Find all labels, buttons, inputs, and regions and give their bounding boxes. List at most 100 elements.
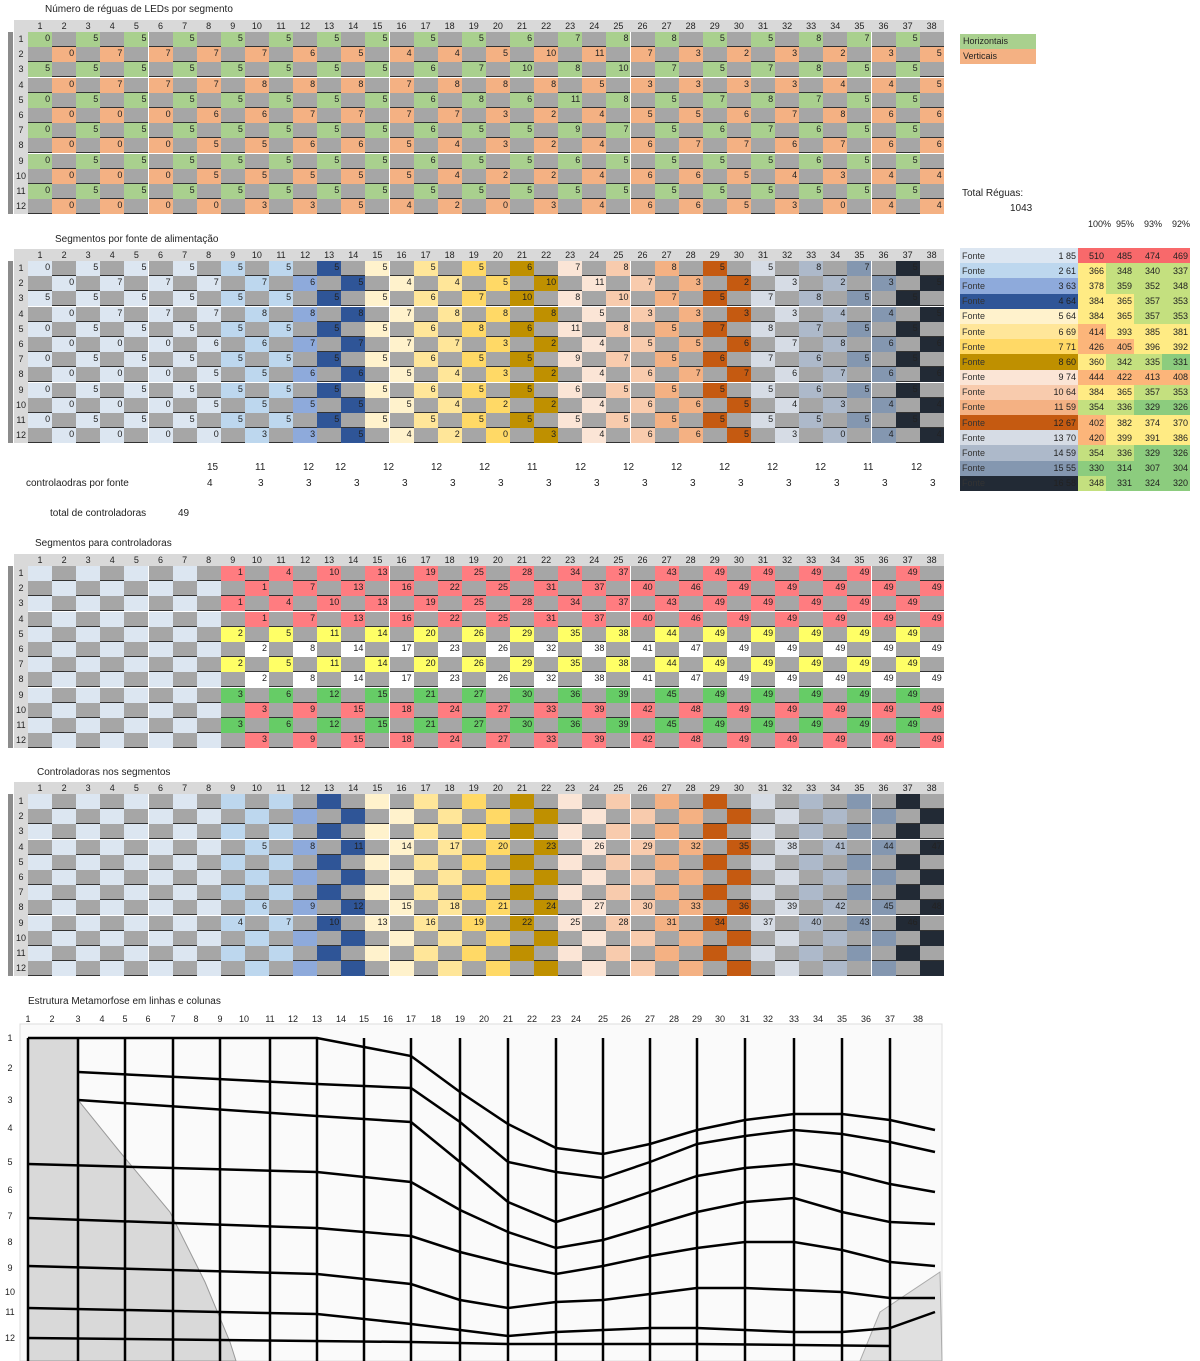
- grid-cell: [317, 642, 342, 657]
- grid-cell: 8: [437, 306, 462, 322]
- fonte-percent-value: 354: [1078, 445, 1106, 461]
- grid-cell: [702, 611, 727, 627]
- fonte-row: Fonte 3 63 378 359 352 348: [960, 278, 1190, 294]
- grid-cell: [148, 657, 173, 673]
- grid-cell: 8: [751, 92, 776, 108]
- grid-cell: [244, 718, 269, 733]
- grid-cell: [775, 794, 800, 809]
- grid-cell: 5: [702, 32, 727, 47]
- grid-cell: [172, 672, 197, 688]
- grid-cell: 5: [172, 291, 197, 307]
- grid-cell: 5: [365, 261, 390, 276]
- column-header-label: 21: [516, 250, 527, 260]
- grid-cell: [630, 62, 655, 78]
- grid-cell: [437, 718, 462, 733]
- grid-cell: [341, 961, 366, 977]
- grid-cell: [654, 870, 679, 885]
- grid-cell: [510, 276, 535, 292]
- grid-cell: [485, 824, 510, 840]
- grid-cell: [269, 138, 294, 154]
- grid-cell: 25: [485, 611, 510, 627]
- grid-cell: [751, 337, 776, 352]
- grid-cell: [895, 733, 920, 749]
- column-header-label: 3: [85, 783, 91, 793]
- grid-cell: 0: [52, 138, 77, 154]
- grid-cell: [28, 611, 53, 627]
- grid-cell: 4: [775, 168, 800, 184]
- grid-cell: [148, 92, 173, 108]
- grid-cell: 4: [871, 428, 896, 444]
- fonte-label: Fonte: [960, 248, 1034, 264]
- grid-cell: [534, 885, 559, 901]
- grid-cell: [630, 915, 655, 931]
- grid-cell: [582, 946, 607, 961]
- grid-cell: 48: [919, 900, 944, 916]
- column-header-label: 35: [854, 783, 865, 793]
- grid-cell: [461, 138, 486, 154]
- grid-cell: 6: [919, 138, 944, 154]
- grid-cell: [510, 961, 535, 977]
- grid-cell: 5: [606, 184, 631, 199]
- grid-cell: [413, 733, 438, 749]
- fonte-label: Fonte: [960, 460, 1034, 476]
- row-header-label: 6: [18, 339, 24, 349]
- grid-cell: [630, 184, 655, 199]
- fonte-percent-value: 469: [1162, 248, 1190, 264]
- grid-cell: 5: [510, 352, 535, 368]
- grid-cell: [269, 367, 294, 383]
- grid-cell: [534, 915, 559, 931]
- grid-cell: 24: [534, 900, 559, 916]
- grid-cell: [751, 930, 776, 946]
- grid-cell: [28, 854, 53, 870]
- grid-cell: 6: [413, 291, 438, 307]
- grid-cell: 5: [413, 413, 438, 428]
- grid-cell: [895, 870, 920, 885]
- grid-cell: [220, 337, 245, 352]
- column-header-label: 30: [733, 21, 744, 31]
- grid-cell: [437, 566, 462, 581]
- grid-cell: [220, 839, 245, 855]
- fonte-label: Fonte: [960, 369, 1034, 385]
- grid-cell: 5: [919, 276, 944, 292]
- grid-cell: [220, 77, 245, 93]
- grid-cell: [558, 428, 583, 444]
- column-header-label: 22: [541, 21, 552, 31]
- grid-cell: [317, 306, 342, 322]
- grid-cell: [124, 733, 149, 749]
- grid-cell: [895, 900, 920, 916]
- grid-cell: [678, 153, 703, 169]
- grid-cell: [510, 199, 535, 215]
- grid-cell: [702, 961, 727, 977]
- struct-col-label: 1: [25, 1014, 30, 1024]
- grid-cell: [534, 657, 559, 673]
- struct-col-label: 16: [383, 1014, 393, 1024]
- grid-cell: [269, 199, 294, 215]
- grid-cell: 0: [100, 108, 125, 123]
- grid-cell: [654, 946, 679, 961]
- grid-cell: [751, 276, 776, 292]
- grid-cell: [365, 168, 390, 184]
- percent-header: 92%: [1172, 219, 1191, 229]
- grid-cell: [52, 794, 77, 809]
- fonte-row: Fonte 11 59 354 336 329 326: [960, 399, 1190, 416]
- grid-cell: [413, 642, 438, 657]
- grid-cell: [799, 930, 824, 946]
- grid-cell: [461, 77, 486, 93]
- grid-cell: [389, 687, 414, 703]
- grid-cell: 9: [293, 733, 318, 749]
- grid-cell: 7: [196, 47, 221, 63]
- total-reguas-label: Total Réguas:: [962, 188, 1024, 199]
- column-header-label: 17: [420, 555, 431, 565]
- grid-cell: 5: [124, 382, 149, 398]
- grid-cell: 13: [365, 596, 390, 612]
- grid-cell: [100, 581, 125, 597]
- grid-cell: [244, 62, 269, 78]
- fonte-percent-value: 422: [1106, 369, 1134, 385]
- grid-cell: [871, 718, 896, 733]
- grid-cell: [437, 885, 462, 901]
- grid-cell: [582, 930, 607, 946]
- column-header-label: 2: [61, 250, 67, 260]
- grid-cell: [485, 261, 510, 276]
- grid-cell: 49: [847, 687, 872, 703]
- grid-cell: [76, 718, 101, 733]
